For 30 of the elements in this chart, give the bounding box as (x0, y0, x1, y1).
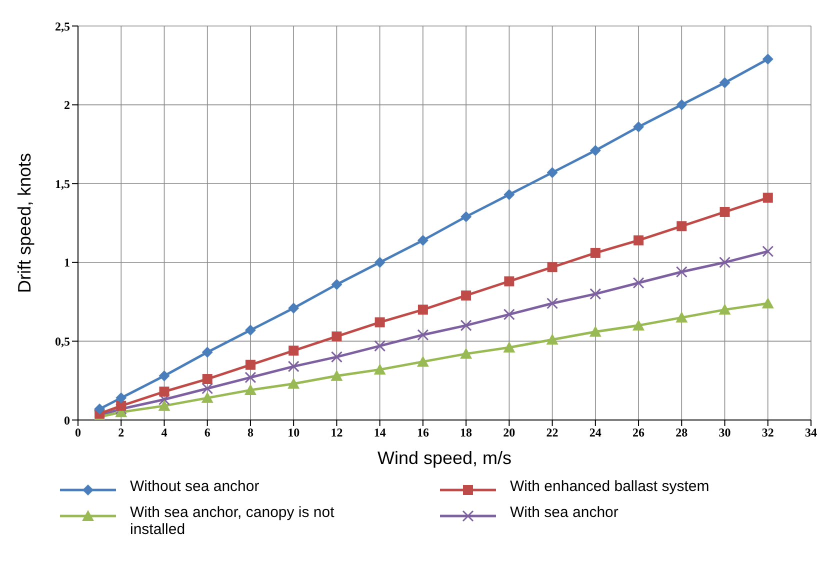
y-tick-label: 2 (64, 98, 70, 112)
x-tick-label: 28 (676, 426, 688, 440)
x-tick-label: 16 (416, 426, 429, 440)
x-tick-label: 34 (805, 426, 817, 440)
x-tick-label: 6 (204, 426, 210, 440)
legend-label: With sea anchor, canopy is not installed (130, 504, 336, 538)
x-tick-label: 18 (460, 426, 472, 440)
x-axis-title: Wind speed, m/s (377, 448, 512, 468)
x-tick-label: 30 (718, 426, 731, 440)
x-tick-label: 24 (589, 426, 602, 440)
y-tick-label: 1 (64, 256, 70, 270)
x-tick-label: 32 (762, 426, 774, 440)
y-tick-label: 1,5 (55, 176, 70, 191)
y-tick-label: 0,5 (55, 334, 70, 348)
y-axis-title: Drift speed, knots (14, 152, 34, 294)
x-tick-label: 26 (632, 426, 645, 440)
y-tick-label: 0 (64, 413, 70, 428)
x-tick-label: 4 (161, 426, 168, 440)
x-tick-label: 22 (546, 426, 558, 440)
x-tick-label: 14 (374, 426, 386, 440)
x-tick-label: 2 (118, 426, 124, 440)
x-tick-label: 0 (75, 426, 81, 440)
x-tick-label: 12 (330, 426, 343, 440)
legend-label: With sea anchor (510, 504, 618, 521)
legend-label: Without sea anchor (130, 478, 260, 495)
x-tick-label: 20 (503, 426, 516, 440)
x-tick-label: 8 (247, 426, 254, 440)
x-tick-label: 10 (288, 426, 300, 440)
y-tick-label: 2,5 (55, 19, 70, 34)
legend-label: With enhanced ballast system (510, 478, 710, 495)
